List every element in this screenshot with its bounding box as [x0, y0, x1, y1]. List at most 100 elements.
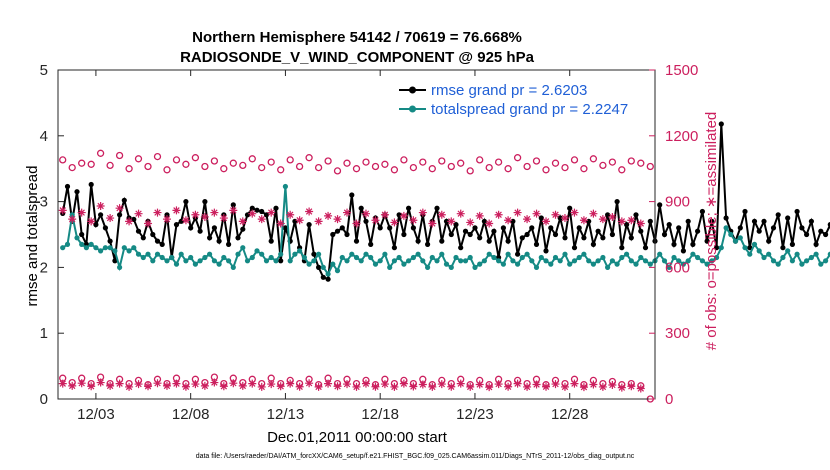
possible-obs-point: [570, 156, 579, 164]
rmse-point: [235, 235, 241, 241]
possible-obs-point: [561, 163, 569, 172]
assimilated-obs-point: [437, 210, 446, 219]
totalspread-point: [505, 251, 511, 257]
assimilated-obs-point: [418, 208, 427, 217]
rmse-point: [462, 228, 469, 234]
totalspread-point: [282, 183, 288, 190]
possible-obs-point: [286, 156, 294, 164]
totalspread-point: [785, 248, 791, 254]
assimilated-obs-point: [125, 217, 134, 226]
totalspread-point: [609, 258, 616, 264]
assimilated-obs-point: [560, 382, 569, 391]
possible-obs-point: [362, 158, 370, 166]
totalspread-point: [121, 245, 127, 251]
totalspread-point: [808, 254, 815, 261]
rmse-point: [477, 235, 483, 241]
totalspread-point: [396, 254, 402, 261]
assimilated-obs-point: [343, 208, 352, 217]
assimilated-obs-point: [229, 379, 238, 388]
rmse-point: [524, 231, 530, 238]
totalspread-point: [377, 258, 383, 264]
possible-obs-point: [608, 158, 617, 166]
assimilated-obs-point: [551, 210, 560, 219]
totalspread-point: [742, 245, 748, 251]
rmse-point: [571, 245, 578, 251]
possible-obs-point: [87, 160, 95, 168]
assimilated-obs-point: [295, 382, 304, 391]
possible-obs-point: [239, 161, 247, 170]
assimilated-obs-point: [636, 384, 645, 393]
rmse-point: [624, 222, 630, 228]
assimilated-obs-point: [560, 214, 569, 223]
possible-obs-point: [513, 154, 522, 162]
rmse-point: [633, 212, 639, 218]
totalspread-point: [439, 251, 445, 257]
rmse-point: [178, 218, 184, 224]
totalspread-point: [533, 264, 540, 270]
rmse-point: [263, 212, 270, 218]
rmse-point: [353, 238, 360, 244]
totalspread-point: [685, 258, 691, 264]
rmse-point: [671, 241, 677, 247]
totalspread-point: [145, 251, 151, 257]
rmse-point: [581, 235, 587, 241]
possible-obs-point: [371, 162, 380, 171]
totalspread-point: [704, 261, 710, 267]
assimilated-obs-point: [144, 382, 153, 391]
assimilated-obs-point: [87, 382, 96, 391]
assimilated-obs-point: [532, 209, 541, 218]
rmse-point: [102, 225, 108, 231]
possible-obs-point: [153, 152, 162, 161]
totalspread-point: [590, 261, 597, 267]
rmse-point: [548, 225, 554, 231]
possible-obs-point: [580, 165, 588, 173]
assimilated-obs-point: [551, 380, 560, 389]
assimilated-obs-point: [324, 379, 333, 388]
assimilated-obs-point: [447, 382, 456, 391]
assimilated-obs-point: [390, 218, 399, 227]
rmse-point: [533, 241, 540, 247]
rmse-point: [685, 218, 691, 224]
possible-obs-point: [314, 163, 323, 172]
rmse-point: [785, 215, 791, 221]
rmse-point: [278, 258, 284, 264]
rmse-point: [230, 202, 236, 208]
rmse-point: [410, 225, 416, 231]
rmse-point: [657, 202, 663, 208]
rmse-point: [140, 235, 146, 241]
possible-obs-point: [400, 156, 408, 164]
chart-title-line-2: RADIOSONDE_V_WIND_COMPONENT @ 925 hPa: [180, 49, 535, 66]
totalspread-point: [325, 271, 331, 277]
rmse-point: [173, 222, 180, 228]
totalspread-point: [117, 264, 123, 270]
rmse-point: [391, 245, 397, 251]
chart-title-line-1: Northern Hemisphere 54142 / 70619 = 76.6…: [192, 29, 522, 46]
totalspread-point: [642, 258, 649, 264]
assimilated-obs-point: [466, 382, 475, 391]
possible-obs-point: [277, 166, 285, 174]
totalspread-point: [226, 258, 232, 264]
y-left-tick-label: 0: [40, 391, 48, 408]
possible-obs-point: [551, 159, 560, 167]
possible-obs-point: [125, 165, 133, 173]
totalspread-point: [211, 258, 217, 264]
totalspread-point: [320, 264, 326, 270]
assimilated-obs-point: [542, 382, 551, 391]
totalspread-point: [244, 258, 251, 264]
totalspread-point: [543, 258, 549, 264]
totalspread-point: [709, 258, 715, 264]
possible-obs-point: [201, 162, 209, 171]
series-assimilated-lower: [58, 378, 645, 393]
rmse-point: [339, 225, 345, 231]
series-rmse: [60, 121, 830, 282]
assimilated-obs-point: [513, 208, 522, 217]
rmse-point: [202, 199, 208, 205]
rmse-point: [311, 251, 317, 257]
y-right-tick-label: 1200: [665, 128, 698, 145]
rmse-point: [64, 183, 71, 190]
assimilated-obs-point: [181, 216, 190, 225]
assimilated-obs-point: [447, 217, 456, 226]
totalspread-point: [372, 261, 379, 267]
legend-totalspread-label: totalspread grand pr = 2.2247: [431, 101, 628, 118]
rmse-point: [368, 241, 374, 247]
